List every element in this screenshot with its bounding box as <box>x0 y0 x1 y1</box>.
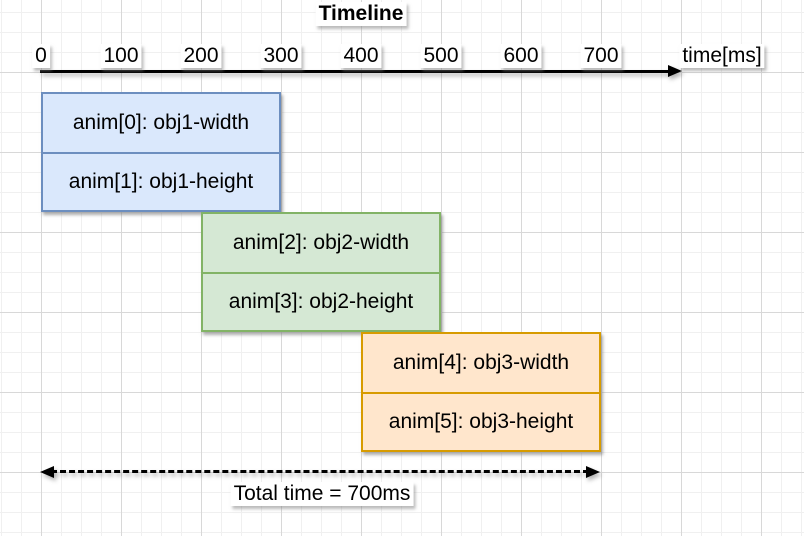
axis-unit-label: time[ms] <box>679 44 765 68</box>
bar-group-obj3: anim[4]: obj3-width anim[5]: obj3-height <box>361 332 601 452</box>
bar-group-obj1: anim[0]: obj1-width anim[1]: obj1-height <box>41 92 281 212</box>
axis-tick-0: 0 <box>32 44 50 68</box>
bar-label: anim[4]: obj3-width <box>392 351 570 374</box>
bar-row-obj2-0: anim[2]: obj2-width <box>203 214 439 272</box>
bar-label: anim[0]: obj1-width <box>72 111 250 134</box>
diagram-title: Timeline <box>315 2 407 26</box>
time-axis-arrowhead-icon <box>668 65 682 77</box>
axis-tick-700: 700 <box>580 44 622 68</box>
axis-tick-200: 200 <box>180 44 222 68</box>
bar-label: anim[2]: obj2-width <box>232 231 410 254</box>
bar-row-obj2-1: anim[3]: obj2-height <box>203 272 439 330</box>
bar-row-obj3-1: anim[5]: obj3-height <box>363 392 599 450</box>
bar-label: anim[3]: obj2-height <box>228 290 414 313</box>
axis-tick-300: 300 <box>260 44 302 68</box>
axis-tick-400: 400 <box>340 44 382 68</box>
bar-row-obj1-1: anim[1]: obj1-height <box>43 152 279 210</box>
axis-tick-500: 500 <box>420 44 462 68</box>
total-time-label: Total time = 700ms <box>230 482 414 506</box>
total-time-dashed-line <box>51 470 589 473</box>
axis-tick-600: 600 <box>500 44 542 68</box>
bar-group-obj2: anim[2]: obj2-width anim[3]: obj2-height <box>201 212 441 332</box>
bar-label: anim[1]: obj1-height <box>68 170 254 193</box>
total-arrowhead-left-icon <box>40 465 54 478</box>
bar-label: anim[5]: obj3-height <box>388 410 574 433</box>
bar-row-obj3-0: anim[4]: obj3-width <box>363 334 599 392</box>
time-axis-line <box>40 70 672 73</box>
axis-tick-100: 100 <box>100 44 142 68</box>
total-arrowhead-right-icon <box>586 465 600 478</box>
bar-row-obj1-0: anim[0]: obj1-width <box>43 94 279 152</box>
